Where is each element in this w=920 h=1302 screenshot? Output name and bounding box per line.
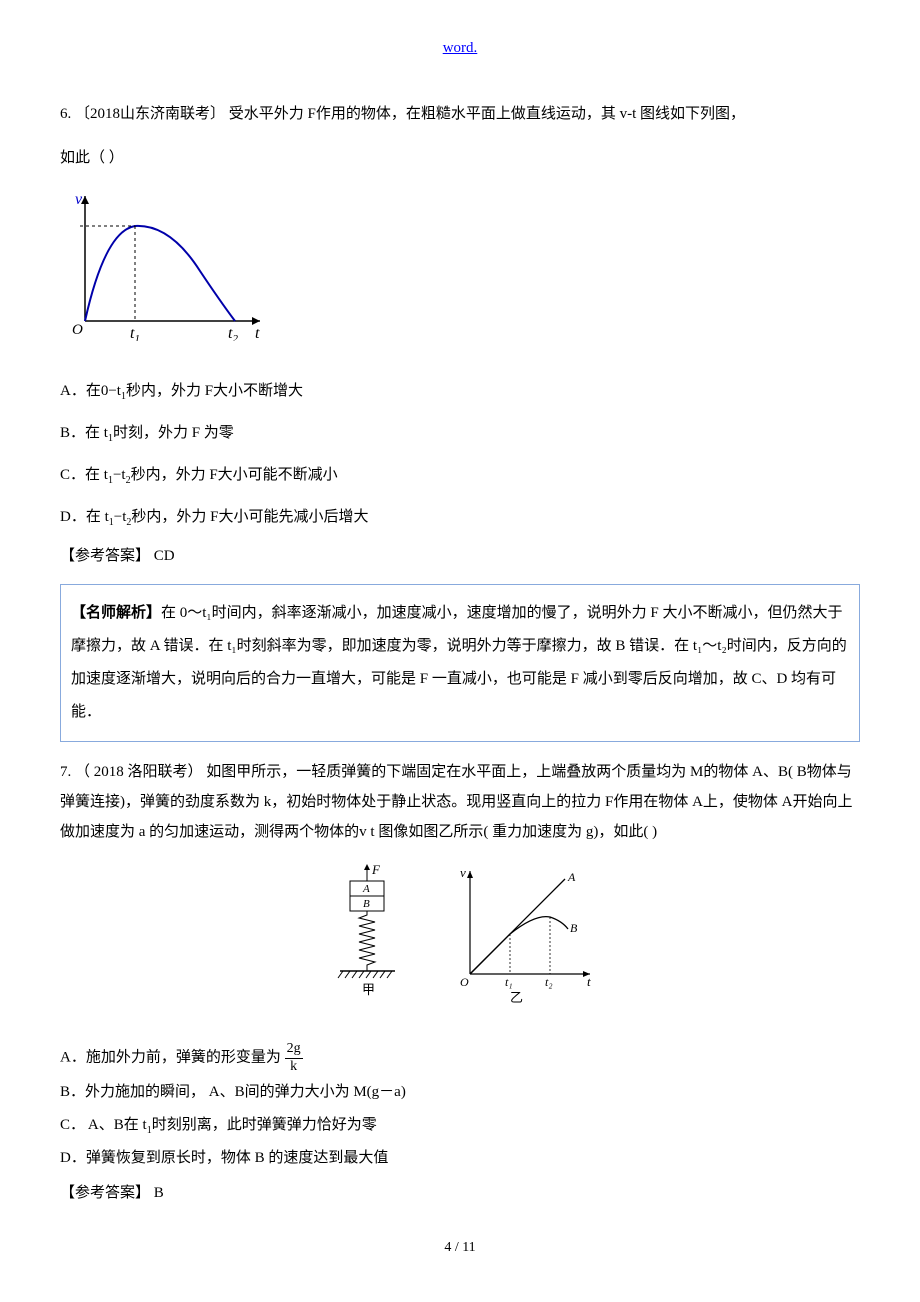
- q6-option-a: A．在0−t1秒内，外力 F大小不断增大: [60, 370, 860, 412]
- q7-stem: 7. （ 2018 洛阳联考） 如图甲所示，一轻质弹簧的下端固定在水平面上，上端…: [60, 757, 860, 847]
- vt-graph-svg: v O t1 t2 t: [60, 186, 270, 341]
- svg-text:A: A: [567, 870, 576, 884]
- page-number: 4 / 11: [60, 1231, 860, 1265]
- svg-text:乙: 乙: [510, 990, 523, 1005]
- word-link[interactable]: word.: [443, 40, 478, 56]
- q7-fig-svg: F A B 甲 v O t A: [315, 859, 605, 1009]
- q6-answer-label: 【参考答案】: [60, 548, 154, 564]
- q6-option-c: C．在 t1−t2秒内，外力 F大小可能不断减小: [60, 454, 860, 496]
- q7-c-pre: C． A、B在 t: [60, 1117, 147, 1133]
- svg-text:B: B: [363, 898, 370, 910]
- q7-option-a: A．施加外力前，弹簧的形变量为 2g k: [60, 1041, 860, 1076]
- q6-source: 〔2018山东济南联考〕: [75, 106, 225, 122]
- q6-b-post: 时刻，外力 F 为零: [113, 425, 234, 441]
- svg-text:O: O: [72, 322, 83, 338]
- svg-text:F: F: [371, 862, 381, 877]
- q6-d-mid: −t: [114, 509, 127, 525]
- q6-a-pre: A．在0−t: [60, 383, 121, 399]
- q6-b-pre: B．在 t: [60, 425, 108, 441]
- svg-text:B: B: [570, 921, 578, 935]
- q7-option-d: D．弹簧恢复到原长时，物体 B 的速度达到最大值: [60, 1142, 860, 1175]
- q7-answer: 【参考答案】 B: [60, 1175, 860, 1211]
- q7-option-c: C． A、B在 t1时刻别离，此时弹簧弹力恰好为零: [60, 1109, 860, 1142]
- q6-stem-2: 如此（ ）: [60, 140, 860, 176]
- q6-explain-label: 【名师解析】: [71, 605, 161, 621]
- svg-text:甲: 甲: [362, 982, 375, 997]
- q6-answer-value: CD: [154, 548, 175, 564]
- q6-d-post: 秒内，外力 F大小可能先减小后增大: [131, 509, 368, 525]
- svg-text:O: O: [460, 975, 469, 989]
- q7-option-b: B．外力施加的瞬间， A、B间的弹力大小为 M(g－a): [60, 1076, 860, 1109]
- svg-text:t₂: t₂: [545, 975, 553, 989]
- svg-text:v: v: [460, 865, 466, 880]
- q6-answer: 【参考答案】 CD: [60, 538, 860, 574]
- q6-stem-1: 受水平外力 F作用的物体，在粗糙水平面上做直线运动，其 v-t 图线如下列图，: [229, 106, 745, 122]
- q7-source: （ 2018 洛阳联考）: [75, 764, 203, 780]
- q7-a-frac-num: 2g: [285, 1041, 303, 1059]
- q7-a-frac-den: k: [285, 1059, 303, 1076]
- svg-text:t2: t2: [228, 325, 238, 341]
- q7-answer-value: B: [154, 1185, 164, 1201]
- svg-text:t: t: [587, 974, 591, 989]
- q6-c-pre: C．在 t: [60, 467, 108, 483]
- svg-text:A: A: [362, 883, 370, 895]
- q6-graph: v O t1 t2 t: [60, 186, 860, 355]
- svg-text:t₁: t₁: [505, 975, 513, 989]
- q6-number: 6.: [60, 106, 71, 122]
- svg-text:t1: t1: [130, 325, 140, 341]
- q6-c-mid: −t: [113, 467, 126, 483]
- q6-a-post: 秒内，外力 F大小不断增大: [126, 383, 303, 399]
- q6-explain-box: 【名师解析】在 0～t₁时间内，斜率逐渐减小，加速度减小，速度增加的慢了，说明外…: [60, 584, 860, 742]
- q6-option-b: B．在 t1时刻，外力 F 为零: [60, 412, 860, 454]
- header-link: word.: [60, 30, 860, 66]
- q6-option-d: D．在 t1−t2秒内，外力 F大小可能先减小后增大: [60, 496, 860, 538]
- q6-c-post: 秒内，外力 F大小可能不断减小: [131, 467, 338, 483]
- svg-text:t: t: [255, 325, 260, 341]
- q6-stem: 6. 〔2018山东济南联考〕 受水平外力 F作用的物体，在粗糙水平面上做直线运…: [60, 96, 860, 132]
- q7-answer-label: 【参考答案】: [60, 1185, 154, 1201]
- q6-d-pre: D．在 t: [60, 509, 109, 525]
- q7-c-post: 时刻别离，此时弹簧弹力恰好为零: [152, 1117, 377, 1133]
- y-axis-label: v: [75, 191, 83, 208]
- q6-explain-text: 在 0～t₁时间内，斜率逐渐减小，加速度减小，速度增加的慢了，说明外力 F 大小…: [71, 605, 847, 720]
- q7-a-pre: A．施加外力前，弹簧的形变量为: [60, 1050, 281, 1066]
- q7-number: 7.: [60, 764, 71, 780]
- q7-a-frac: 2g k: [285, 1041, 303, 1076]
- q7-figures: F A B 甲 v O t A: [60, 859, 860, 1023]
